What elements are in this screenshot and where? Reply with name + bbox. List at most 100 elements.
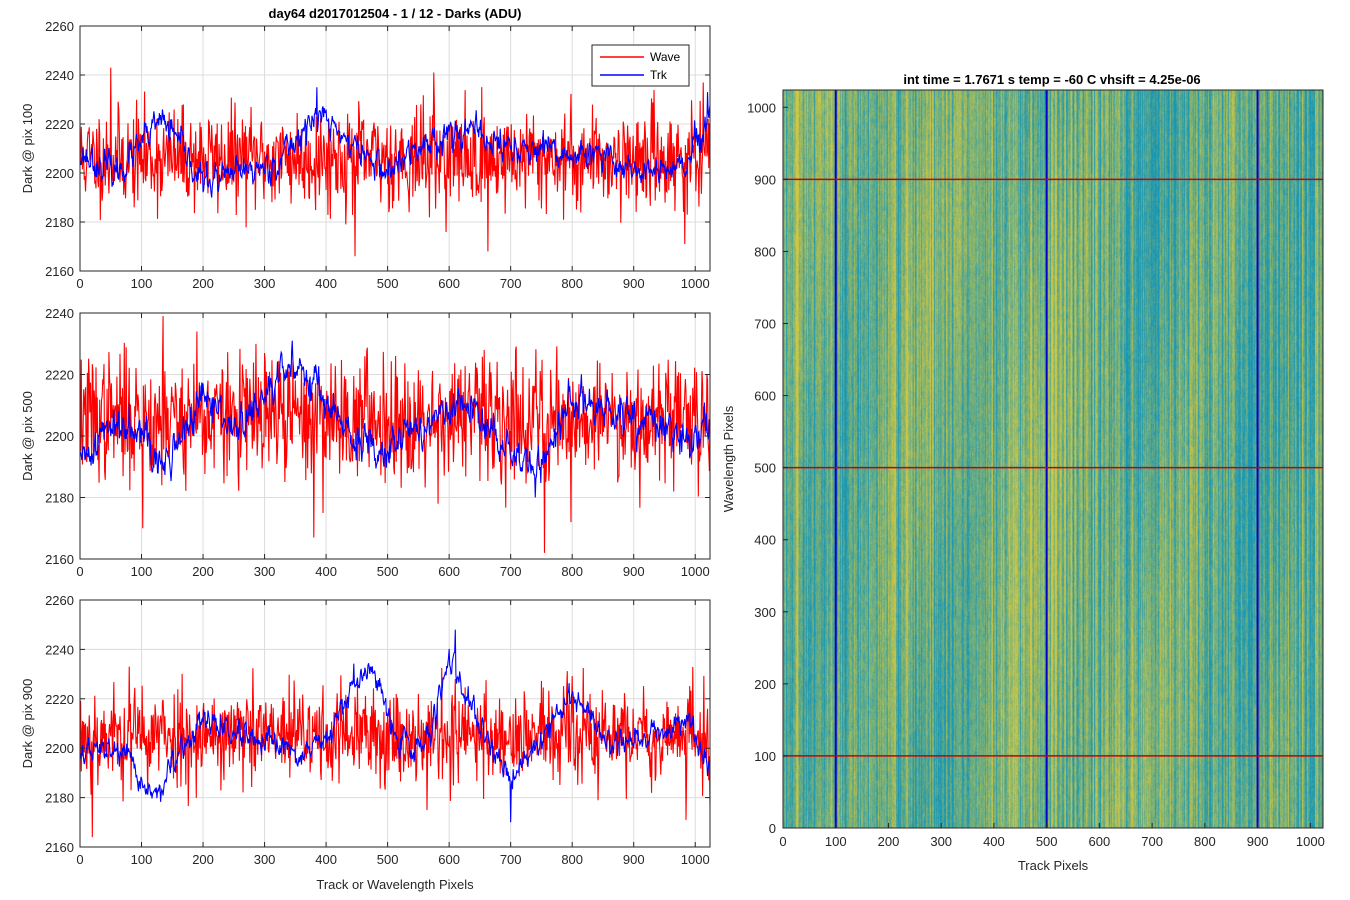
y-tick-label: 600 [754, 389, 776, 404]
line-plot-pix-900: 0 100 200 300 400 500 600 700 800 900 1000 2160 2180… [20, 593, 711, 892]
y-tick-label: 2240 [45, 68, 74, 83]
y-tick-label: 400 [754, 533, 776, 548]
x-tick-label: 600 [438, 276, 460, 291]
x-tick-label: 800 [561, 276, 583, 291]
x-tick-label: 0 [779, 834, 786, 849]
x-tick-label: 700 [500, 564, 522, 579]
series-line-trk [80, 340, 710, 498]
x-tick-label: 500 [377, 276, 399, 291]
x-tick-label: 600 [438, 852, 460, 867]
x-tick-label: 0 [76, 564, 83, 579]
y-tick-label: 300 [754, 605, 776, 620]
x-tick-label: 400 [315, 564, 337, 579]
y-tick-label: 2200 [45, 166, 74, 181]
x-tick-label: 1000 [681, 276, 710, 291]
heatmap-image [783, 90, 1323, 828]
x-tick-label: 600 [438, 564, 460, 579]
x-tick-label: 300 [254, 276, 276, 291]
x-tick-label: 300 [254, 852, 276, 867]
y-tick-label: 2160 [45, 264, 74, 279]
x-tick-label: 900 [623, 852, 645, 867]
x-tick-label: 700 [1141, 834, 1163, 849]
y-tick-label: 200 [754, 677, 776, 692]
x-tick-label: 800 [561, 852, 583, 867]
y-tick-label: 2160 [45, 552, 74, 567]
axes-frame [79, 25, 711, 272]
y-tick-label: 2220 [45, 117, 74, 132]
y-tick-label: 2180 [45, 215, 74, 230]
y-tick-label: 0 [769, 821, 776, 836]
x-tick-label: 500 [377, 852, 399, 867]
y-tick-label: 2200 [45, 741, 74, 756]
plot-area [80, 600, 710, 847]
y-tick-label: 1000 [747, 100, 776, 115]
x-axis-label: Track or Wavelength Pixels [316, 877, 474, 892]
x-tick-label: 200 [192, 564, 214, 579]
x-tick-label: 300 [930, 834, 952, 849]
right-figure-title: int time = 1.7671 s temp = -60 C vhsift … [903, 72, 1200, 87]
x-tick-label: 600 [1089, 834, 1111, 849]
y-tick-label: 2180 [45, 791, 74, 806]
x-tick-label: 700 [500, 276, 522, 291]
y-tick-label: 700 [754, 317, 776, 332]
y-tick-label: 2240 [45, 306, 74, 321]
x-tick-label: 200 [192, 852, 214, 867]
series-line-trk [80, 87, 710, 198]
x-tick-label: 1000 [681, 852, 710, 867]
x-tick-label: 100 [131, 852, 153, 867]
y-tick-label: 2260 [45, 19, 74, 34]
y-tick-label: 2180 [45, 491, 74, 506]
x-tick-label: 400 [315, 852, 337, 867]
x-tick-label: 400 [983, 834, 1005, 849]
x-tick-label: 1000 [1296, 834, 1325, 849]
series-line-trk [80, 629, 710, 823]
y-tick-label: 2160 [45, 840, 74, 855]
legend-box [591, 44, 690, 87]
x-tick-label: 900 [1247, 834, 1269, 849]
y-axis-label: Dark @ pix 900 [20, 679, 35, 769]
y-tick-label: 2260 [45, 593, 74, 608]
x-tick-label: 200 [878, 834, 900, 849]
legend-entry: Wave [650, 50, 681, 64]
series-line-wave [80, 666, 710, 838]
y-tick-label: 2200 [45, 429, 74, 444]
series-line-wave [80, 316, 710, 553]
axes-frame [79, 599, 711, 848]
x-tick-label: 100 [825, 834, 847, 849]
x-tick-label: 0 [76, 276, 83, 291]
heatmap-plot: 0 100 200 300 400 500 600 700 800 900 1000 0 100 200 3… [721, 89, 1325, 873]
y-tick-label: 2240 [45, 642, 74, 657]
series-line-wave [80, 67, 710, 257]
left-figure-title: day64 d2017012504 - 1 / 12 - Darks (ADU) [269, 6, 522, 21]
y-tick-label: 500 [754, 461, 776, 476]
x-tick-label: 400 [315, 276, 337, 291]
y-axis-label: Wavelength Pixels [721, 405, 736, 512]
y-tick-label: 800 [754, 244, 776, 259]
y-tick-label: 100 [754, 749, 776, 764]
x-tick-label: 1000 [681, 564, 710, 579]
y-axis-label: Dark @ pix 500 [20, 391, 35, 481]
x-tick-label: 700 [500, 852, 522, 867]
legend: Wave Trk [591, 44, 690, 87]
x-tick-label: 800 [561, 564, 583, 579]
x-tick-label: 0 [76, 852, 83, 867]
y-tick-label: 2220 [45, 368, 74, 383]
legend-entry: Trk [650, 68, 668, 82]
y-axis-label: Dark @ pix 100 [20, 104, 35, 194]
heatmap-frame [782, 89, 1324, 829]
line-plot-pix-500: 0 100 200 300 400 500 600 700 800 900 1000 2160 2180… [20, 306, 711, 579]
x-tick-label: 500 [1036, 834, 1058, 849]
x-tick-label: 800 [1194, 834, 1216, 849]
x-tick-label: 200 [192, 276, 214, 291]
x-tick-label: 300 [254, 564, 276, 579]
line-plot-pix-100: 0 100 200 300 400 500 600 700 800 900 1000 2160 2180… [20, 19, 711, 291]
x-tick-label: 100 [131, 564, 153, 579]
y-tick-label: 900 [754, 172, 776, 187]
x-tick-label: 900 [623, 564, 645, 579]
x-tick-label: 500 [377, 564, 399, 579]
x-tick-label: 900 [623, 276, 645, 291]
y-tick-label: 2220 [45, 692, 74, 707]
x-axis-label: Track Pixels [1018, 858, 1089, 873]
x-tick-label: 100 [131, 276, 153, 291]
